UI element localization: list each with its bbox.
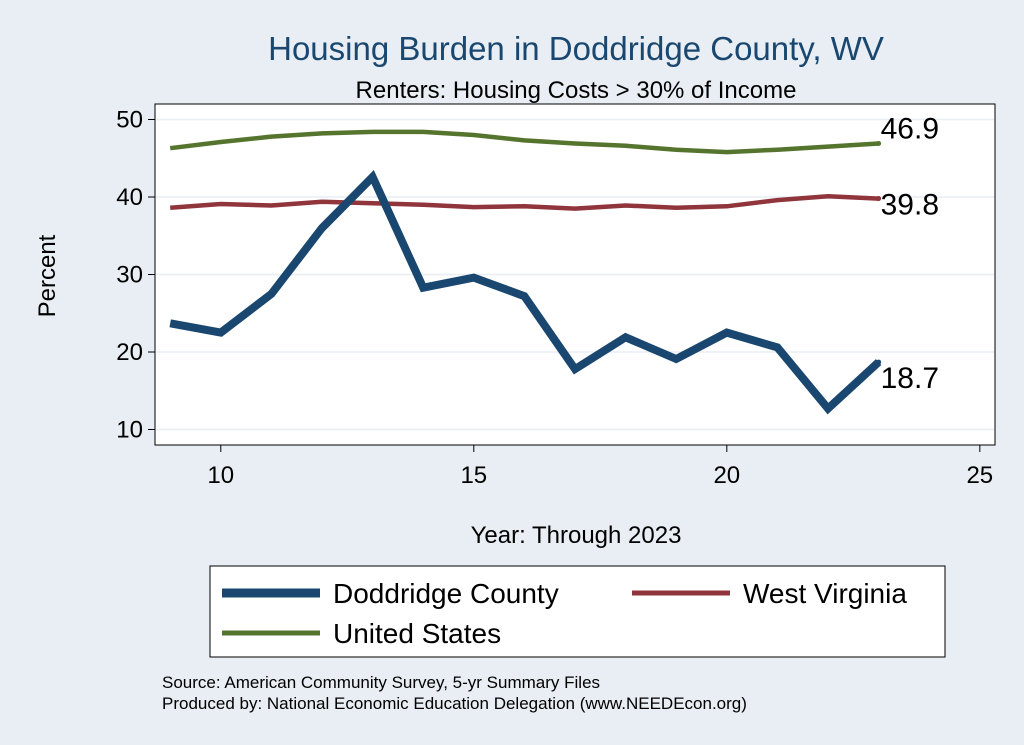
grid-layer: [156, 118, 994, 431]
y-tick-label-40: 40: [116, 184, 143, 211]
legend-label-west-virginia: West Virginia: [743, 578, 907, 609]
end-marker-united-states: [876, 141, 882, 147]
end-label-west-virginia: 39.8: [881, 189, 939, 222]
x-tick-label-15: 15: [460, 462, 487, 489]
y-tick-label-30: 30: [116, 262, 143, 289]
y-tick-label-50: 50: [116, 107, 143, 134]
y-axis-label: Percent: [34, 234, 61, 317]
x-tick-label-25: 25: [966, 462, 993, 489]
legend-box: [209, 565, 946, 658]
y-tick-label-20: 20: [116, 339, 143, 366]
series-line-united-states: [169, 129, 879, 155]
legend: Doddridge County West Virginia United St…: [209, 565, 946, 658]
x-axis-label: Year: Through 2023: [471, 522, 682, 549]
chart-subtitle: Renters: Housing Costs > 30% of Income: [356, 77, 797, 104]
x-tick-label-10: 10: [207, 462, 234, 489]
end-marker-west-virginia: [876, 196, 882, 202]
axes-layer: 10 20 30 40 50 10 15 20 25: [116, 107, 993, 490]
legend-label-united-states: United States: [333, 618, 501, 649]
x-tick-label-20: 20: [713, 462, 740, 489]
chart-title: Housing Burden in Doddridge County, WV: [268, 30, 884, 67]
producer-note: Produced by: National Economic Education…: [162, 694, 747, 713]
series-layer: [169, 129, 882, 415]
end-marker-doddridge-county: [876, 359, 882, 365]
end-label-united-states: 46.9: [881, 113, 939, 146]
legend-label-doddridge: Doddridge County: [333, 578, 559, 609]
y-tick-label-10: 10: [116, 417, 143, 444]
labels-layer: 18.7 39.8 46.9: [881, 113, 939, 396]
series-line-west-virginia: [170, 193, 879, 211]
source-note: Source: American Community Survey, 5-yr …: [162, 673, 600, 692]
end-label-doddridge-county: 18.7: [881, 362, 939, 395]
series-line-doddridge-county: [169, 169, 882, 415]
